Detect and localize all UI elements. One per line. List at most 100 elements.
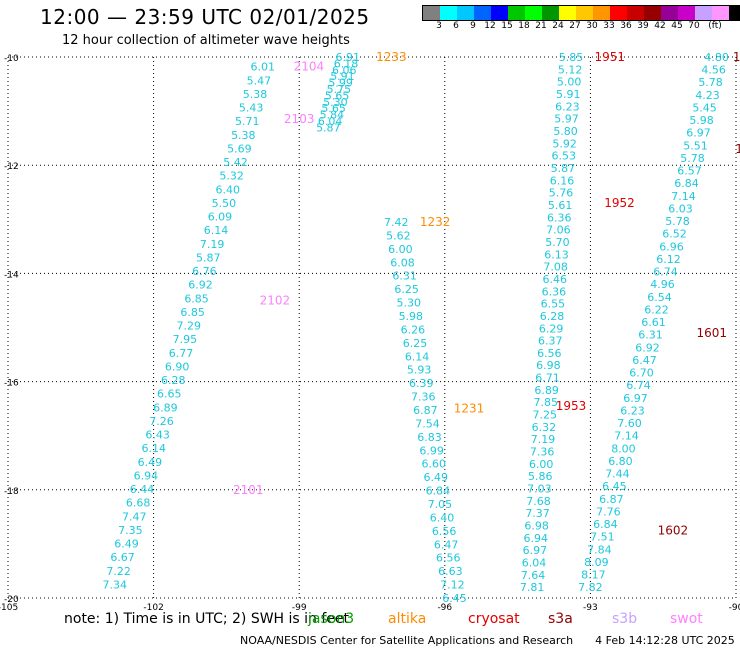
wave-height-value: 5.69 [227, 142, 252, 155]
wave-height-value: 7.84 [587, 543, 612, 556]
footer-timestamp: 4 Feb 14:12:28 UTC 2025 [595, 634, 735, 647]
wave-height-value: 6.80 [608, 455, 633, 468]
wave-height-value: 6.57 [677, 165, 702, 178]
pass-time-label: 2104 [294, 60, 325, 74]
wave-height-value: 6.97 [523, 544, 548, 557]
wave-height-value: 6.40 [430, 511, 455, 524]
wave-height-value: 6.29 [539, 322, 564, 335]
wave-height-value: 7.82 [578, 581, 603, 594]
wave-height-value: 6.96 [659, 240, 684, 253]
wave-height-value: 6.44 [130, 483, 155, 496]
wave-height-value: 6.46 [542, 273, 567, 286]
wave-height-value: 6.92 [188, 279, 213, 292]
wave-height-value: 6.03 [668, 202, 693, 215]
wave-height-value: 6.32 [532, 421, 557, 434]
wave-height-value: 6.76 [192, 265, 217, 278]
color-scale-label: 24 [552, 21, 564, 31]
wave-height-value: 4.23 [695, 89, 720, 102]
wave-height-value: 6.25 [403, 337, 428, 350]
color-scale-cell [678, 6, 695, 20]
wave-height-value: 6.99 [419, 444, 444, 457]
pass-time-label: 2103 [284, 112, 315, 126]
wave-height-value: 6.12 [656, 253, 681, 266]
wave-height-value: 6.37 [538, 335, 563, 348]
wave-height-value: 5.51 [683, 139, 708, 152]
lon-tick-label: -96 [437, 603, 452, 613]
color-scale-cell [423, 6, 440, 20]
color-scale-cell [661, 6, 678, 20]
wave-height-value: 7.47 [122, 510, 147, 523]
wave-height-value: 7.05 [428, 498, 453, 511]
color-scale-label: 70 [688, 21, 700, 31]
wave-height-value: 6.31 [638, 329, 663, 342]
wave-height-value: 5.91 [556, 88, 581, 101]
color-scale-cell [610, 6, 627, 20]
satellite-legend-item: s3b [612, 611, 638, 627]
wave-height-value: 4.96 [650, 278, 675, 291]
wave-height-value: 7.36 [530, 446, 555, 459]
wave-height-value: 6.92 [635, 341, 660, 354]
pass-time-label: 1559 [733, 50, 740, 64]
wave-height-value: 7.85 [533, 396, 558, 409]
wave-height-value: 5.50 [212, 197, 237, 210]
color-scale-label: 33 [603, 21, 615, 31]
wave-height-value: 6.54 [647, 291, 672, 304]
wave-height-value: 6.98 [536, 359, 561, 372]
wave-height-value: 5.93 [407, 364, 432, 377]
wave-height-value: 7.08 [543, 261, 568, 274]
color-scale-cell [712, 6, 729, 20]
wave-height-value: 6.31 [392, 270, 417, 283]
wave-height-value: 5.78 [680, 152, 705, 165]
wave-height-value: 6.04 [318, 115, 343, 128]
color-scale-label: (ft) [708, 21, 722, 31]
wave-height-value: 6.18 [334, 57, 359, 70]
color-scale-cell [576, 6, 593, 20]
pass-time-label: 2101 [233, 483, 264, 497]
wave-height-value: 6.13 [544, 248, 569, 261]
pass-time-label: 1232 [420, 215, 451, 229]
wave-height-value: 8.09 [584, 556, 609, 569]
page-title: 12:00 — 23:59 UTC 02/01/2025 [40, 5, 370, 29]
wave-height-value: 7.03 [527, 483, 552, 496]
wave-height-value: 6.60 [421, 458, 446, 471]
wave-height-value: 6.55 [541, 298, 566, 311]
lat-tick-label: -20 [4, 595, 19, 605]
wave-height-value: 5.43 [239, 102, 264, 115]
wave-height-value: 6.83 [417, 431, 442, 444]
lat-tick-label: -10 [4, 54, 19, 64]
note-text: note: 1) Time is in UTC; 2) SWH is in fe… [64, 611, 350, 627]
wave-height-value: 6.63 [438, 565, 463, 578]
pass-time-label: 2102 [260, 293, 291, 307]
wave-height-value: 7.44 [605, 468, 630, 481]
wave-height-value: 5.87 [551, 162, 576, 175]
satellite-legend-item: s3a [548, 611, 573, 627]
wave-height-value: 6.65 [157, 388, 182, 401]
wave-height-value: 6.74 [626, 379, 651, 392]
lon-tick-label: -93 [583, 603, 598, 613]
color-scale-label: 39 [637, 21, 649, 31]
wave-height-value: 6.91 [335, 51, 360, 64]
pass-time-label: 1951 [595, 50, 626, 64]
wave-height-value: 6.71 [535, 372, 560, 385]
wave-height-value: 6.89 [534, 384, 559, 397]
wave-height-value: 6.97 [686, 127, 711, 140]
wave-height-value: 5.98 [689, 114, 714, 127]
color-scale-cell [559, 6, 576, 20]
wave-height-value: 7.14 [671, 190, 696, 203]
wave-height-value: 6.49 [424, 471, 449, 484]
wave-height-value: 7.19 [531, 433, 556, 446]
wave-height-value: 6.97 [623, 392, 648, 405]
wave-height-value: 6.84 [674, 177, 699, 190]
wave-height-value: 6.26 [401, 323, 426, 336]
wave-height-value: 5.78 [665, 215, 690, 228]
wave-height-value: 6.22 [644, 303, 669, 316]
lat-tick-label: -18 [4, 487, 19, 497]
wave-height-value: 5.12 [558, 63, 583, 76]
wave-height-value: 6.87 [599, 493, 624, 506]
wave-height-value: 5.87 [196, 251, 221, 264]
wave-height-value: 7.35 [118, 524, 143, 537]
wave-height-value: 4.56 [701, 64, 726, 77]
color-scale-label: 9 [470, 21, 476, 31]
